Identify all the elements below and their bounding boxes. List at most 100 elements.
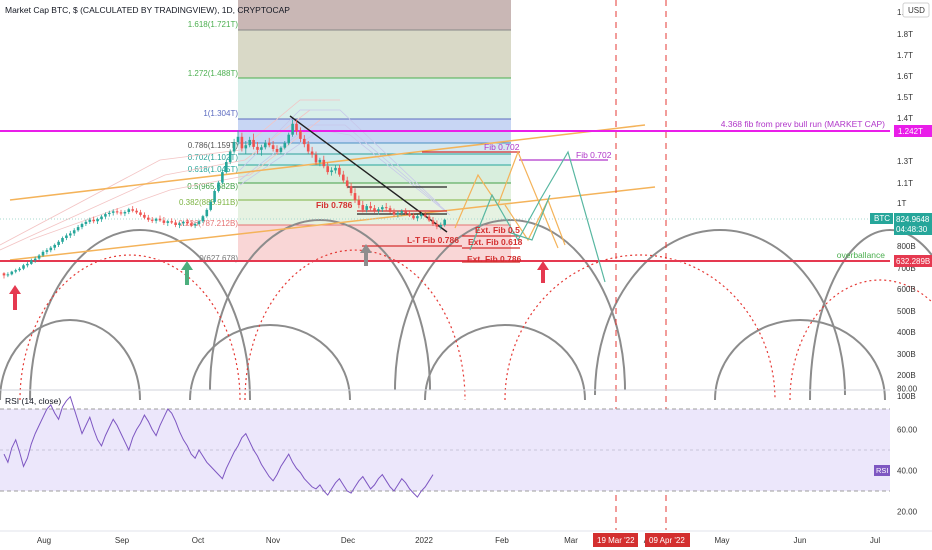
candle-body	[18, 268, 21, 271]
candle-body	[287, 134, 290, 144]
candle-body	[84, 221, 88, 224]
fib-label: 1.272(1.488T)	[188, 69, 239, 78]
fib-zone-0786	[238, 143, 511, 154]
fib-label: 1.618(1.721T)	[188, 20, 239, 29]
price-axis[interactable]: 1.9T1.8T1.7T1.6T1.5T1.4T1.3T1.1T1T900B80…	[897, 8, 916, 401]
candle-body	[248, 139, 251, 146]
candle-body	[166, 221, 170, 223]
date-badge-apr-text: 09 Apr '22	[649, 536, 685, 545]
candle-body	[154, 218, 158, 221]
candle-body	[295, 123, 298, 131]
candle-body	[326, 166, 329, 173]
candle-body	[240, 136, 244, 149]
candle-body	[373, 208, 376, 211]
candle-body	[408, 213, 411, 216]
fib-label: 0.236(787.212B)	[178, 219, 238, 228]
fib-zone-top	[238, 0, 511, 30]
candle-body	[76, 227, 80, 231]
candle-body	[369, 206, 372, 209]
candle-body	[143, 214, 146, 218]
last-price-text: 824.9648	[896, 215, 930, 224]
candle-body	[22, 265, 25, 269]
currency-button[interactable]	[902, 2, 930, 18]
annotation-lt-fib: L-T Fib 0.786	[407, 235, 459, 245]
candle-body	[392, 211, 396, 215]
projection-paths	[454, 150, 606, 283]
rsi-axis-label: 60.00	[897, 426, 918, 435]
time-axis[interactable]: AugSepOctNovDec2022FebMarAprMayJunJul	[37, 536, 880, 545]
candle-body	[139, 212, 142, 215]
annotation-ext-0786: Ext. Fib 0.786	[467, 254, 522, 264]
time-axis-label: Sep	[115, 536, 130, 545]
candle-body	[135, 210, 138, 213]
cycle-arcs	[0, 219, 932, 401]
date-badge-mar-text: 19 Mar '22	[597, 536, 635, 545]
date-badges: 19 Mar '22 09 Apr '22	[593, 533, 690, 547]
time-axis-label: Aug	[37, 536, 51, 545]
candle-body	[45, 250, 49, 252]
fib-labels: 1.618(1.721T) 1.272(1.488T) 1(1.304T) 0.…	[178, 20, 238, 263]
candle-body	[174, 222, 177, 225]
fib-label: 0.382(885.911B)	[179, 198, 238, 207]
candle-body	[435, 223, 439, 227]
price-axis-label: 1.7T	[897, 51, 913, 60]
projection-teal	[469, 150, 606, 283]
fib-zone-1272	[238, 78, 511, 119]
candle-body	[228, 151, 232, 162]
candle-body	[108, 212, 111, 215]
candles	[2, 119, 446, 279]
candle-body	[33, 258, 37, 261]
candle-body	[306, 144, 310, 152]
cycle-arc	[0, 319, 141, 401]
candle-body	[30, 260, 33, 264]
price-axis-label: 600B	[897, 285, 916, 294]
candle-body	[279, 147, 283, 152]
candle-body	[310, 151, 314, 155]
fib-zone-0618	[238, 165, 511, 183]
annotation-overballance: overballance	[837, 250, 885, 260]
candle-body	[61, 238, 64, 242]
fib-zone-0702	[238, 154, 511, 165]
candle-body	[271, 145, 275, 149]
fib-label: 0.702(1.102T)	[188, 153, 239, 162]
candle-body	[65, 235, 68, 239]
candle-body	[431, 220, 435, 224]
cycle-arc	[189, 324, 351, 401]
fib-label: 0.5(965.682B)	[187, 182, 238, 191]
time-axis-label: Nov	[266, 536, 280, 545]
candle-body	[318, 159, 322, 163]
fib-zone-05	[238, 183, 511, 200]
red-up-arrow	[9, 285, 21, 310]
annotations: 4.368 fib from prev bull run (MARKET CAP…	[316, 119, 885, 264]
candle-body	[349, 186, 353, 194]
cycle-arc	[594, 229, 846, 396]
time-axis-label: Jul	[870, 536, 880, 545]
candle-body	[345, 180, 349, 187]
price-axis-label: 700B	[897, 264, 916, 273]
candle-body	[88, 219, 92, 222]
candle-body	[244, 145, 248, 149]
candle-body	[92, 219, 95, 222]
candle-body	[72, 230, 76, 234]
candle-body	[291, 123, 294, 135]
candle-body	[189, 223, 193, 226]
candle-body	[158, 218, 162, 221]
dotted-arc	[504, 254, 776, 401]
candle-body	[384, 207, 388, 209]
rsi-axis[interactable]: 80.00 60.00 40.00 20.00	[897, 385, 918, 517]
signal-arrows	[9, 244, 549, 310]
price-badges: 1.242T BTC 824.9648 04:48:30 632.289B	[870, 125, 932, 267]
candle-body	[6, 274, 10, 276]
price-axis-label: 100B	[897, 392, 916, 401]
candle-body	[232, 142, 236, 152]
candle-body	[201, 216, 205, 222]
price-axis-label: 1.1T	[897, 179, 913, 188]
candle-body	[115, 211, 119, 213]
candle-body	[197, 221, 201, 224]
candle-body	[14, 270, 17, 272]
candle-body	[377, 209, 380, 211]
candle-body	[353, 193, 357, 201]
candle-body	[162, 220, 166, 223]
rsi-axis-label: 40.00	[897, 467, 918, 476]
